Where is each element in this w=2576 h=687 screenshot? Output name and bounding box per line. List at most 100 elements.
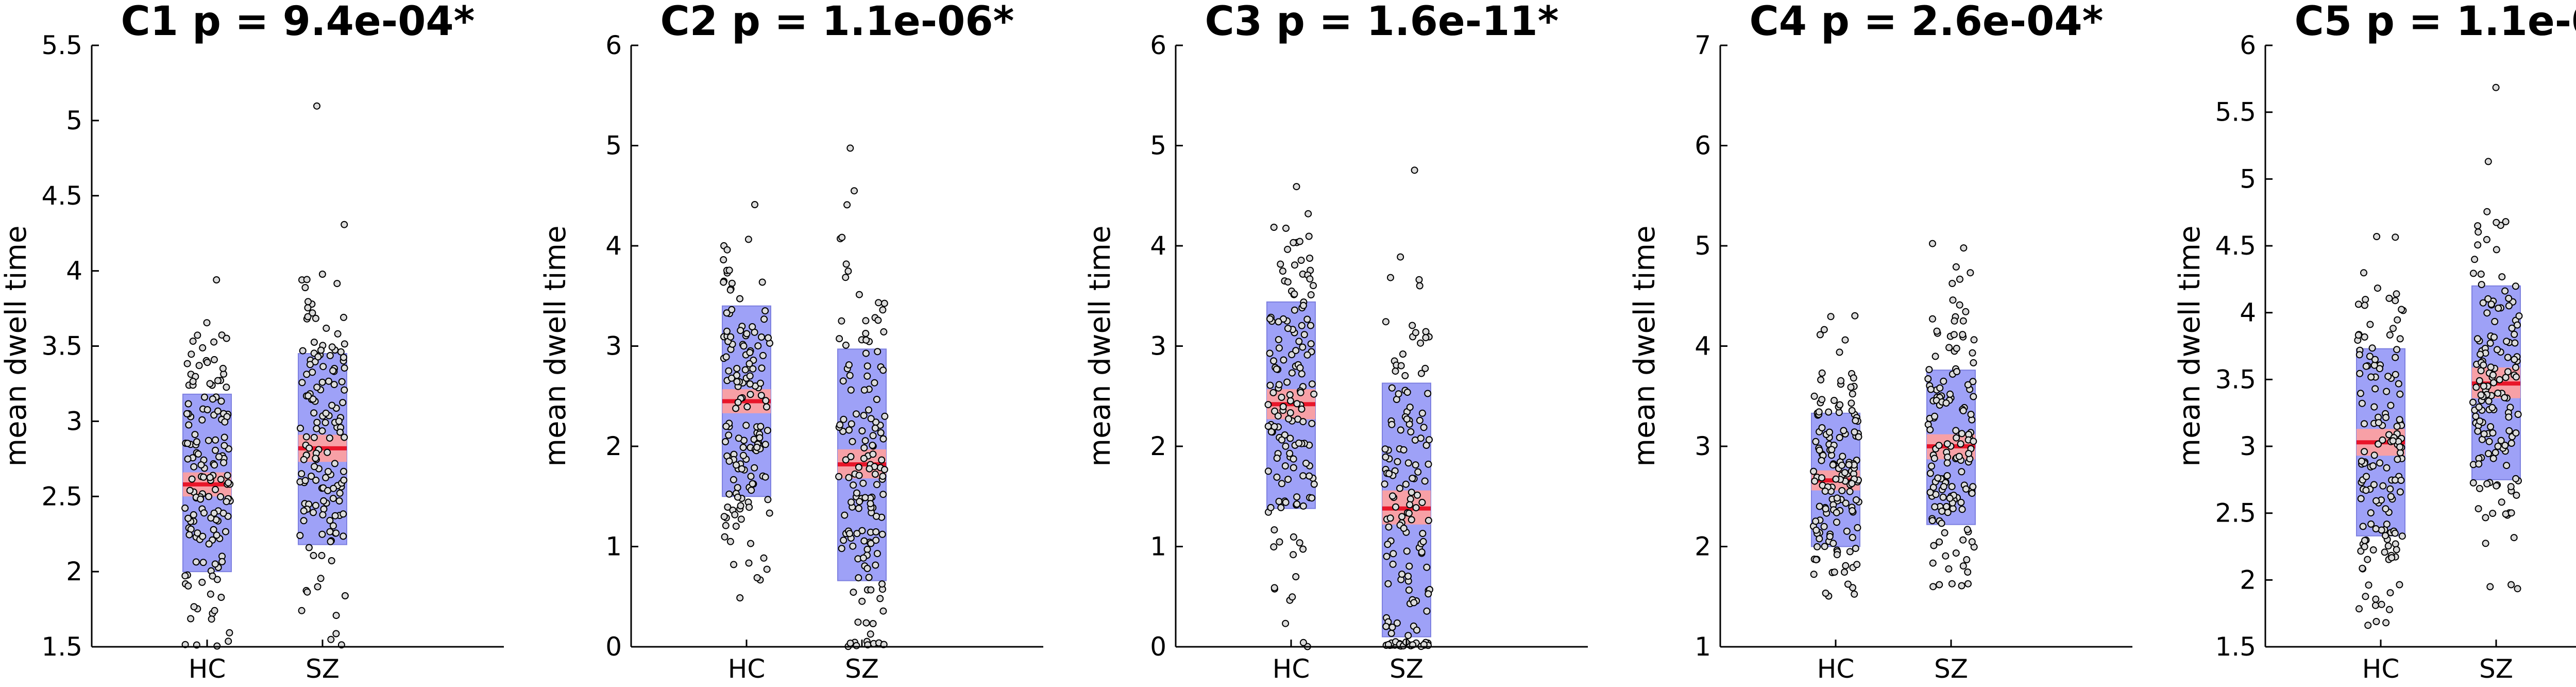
data-point [1812,438,1820,445]
data-point [736,295,743,303]
data-point [1818,474,1825,482]
data-point [2370,481,2378,489]
data-point [1846,488,1854,495]
data-point [2512,475,2520,482]
data-point [1404,632,1412,640]
data-point [225,479,232,487]
data-point [306,444,313,452]
data-point [2374,284,2381,292]
data-point [181,572,189,580]
data-point [859,479,867,487]
data-point [739,451,747,459]
y-tick-label: 1 [1150,532,1166,562]
data-point [328,557,335,564]
data-point [872,561,879,569]
y-tick-label: 3 [2240,431,2256,461]
data-point [2381,548,2388,556]
data-point [184,400,192,408]
data-point [1278,436,1285,444]
data-point [2363,473,2370,480]
data-point [840,415,848,423]
data-point [2514,585,2521,593]
data-point [298,470,306,478]
y-tick-label: 6 [1150,30,1166,60]
data-point [737,327,744,334]
data-point [1290,533,1297,541]
data-point [1848,480,1856,488]
data-point [1397,362,1405,370]
data-point [1310,282,1317,290]
data-point [330,484,337,492]
data-point [339,399,347,407]
data-point [1833,494,1841,502]
data-point [1281,462,1289,470]
data-point [838,317,845,325]
data-point [1855,433,1862,441]
data-point [1299,301,1307,309]
data-point [764,427,771,434]
data-point [2515,312,2523,320]
data-point [1419,530,1427,538]
data-point [1307,291,1315,298]
data-point [720,278,727,286]
data-point [2512,429,2520,437]
data-point [1382,453,1389,461]
data-point [2392,354,2399,361]
data-point [1842,562,1850,569]
data-point [221,442,228,449]
data-point [1392,503,1399,511]
data-point [1962,308,1970,315]
data-point [2480,382,2487,390]
data-point [1389,560,1397,568]
data-point [1929,559,1937,567]
data-point [1388,384,1396,392]
data-point [2361,301,2368,309]
data-point [1926,489,1934,496]
data-point [869,450,877,458]
data-point [746,349,754,356]
data-point [2503,338,2511,345]
data-point [731,511,739,518]
y-tick-label: 4 [1150,231,1166,261]
data-point [749,323,756,330]
data-point [1292,573,1300,580]
data-point [1303,315,1311,323]
data-point [1931,503,1939,511]
data-point [310,509,317,516]
data-point [341,592,349,599]
data-point [2360,269,2367,277]
data-point [340,532,347,540]
data-point [1959,407,1967,414]
data-point [2382,532,2389,540]
chart-title: C1 p = 9.4e-04* [121,0,475,45]
data-point [1266,381,1274,389]
data-point [1820,523,1828,530]
chart-panel-2: 0 1 2 3 4 5 6 HC SZ C2 p = 1.1e-06* mean dwell tim… [539,0,1043,684]
data-point [2511,330,2518,338]
data-point [1849,534,1856,541]
data-point [1812,526,1820,534]
data-point [310,339,318,346]
data-point [223,383,230,391]
data-point [318,551,326,559]
data-point [184,455,192,463]
data-point [2496,376,2503,383]
data-point [878,530,886,538]
data-point [183,360,191,367]
data-point [302,433,310,441]
data-point [725,266,733,274]
data-point [1929,583,1937,591]
data-point [2485,438,2493,445]
data-point [2475,460,2483,468]
data-point [844,267,852,275]
data-point [860,537,868,545]
data-point [318,378,326,386]
data-point [1412,461,1419,469]
data-point [2492,449,2499,457]
data-point [194,450,202,458]
data-point [1291,261,1298,269]
data-point [1282,442,1290,450]
data-point [326,516,334,524]
data-point [2493,219,2500,226]
data-point [758,364,766,372]
